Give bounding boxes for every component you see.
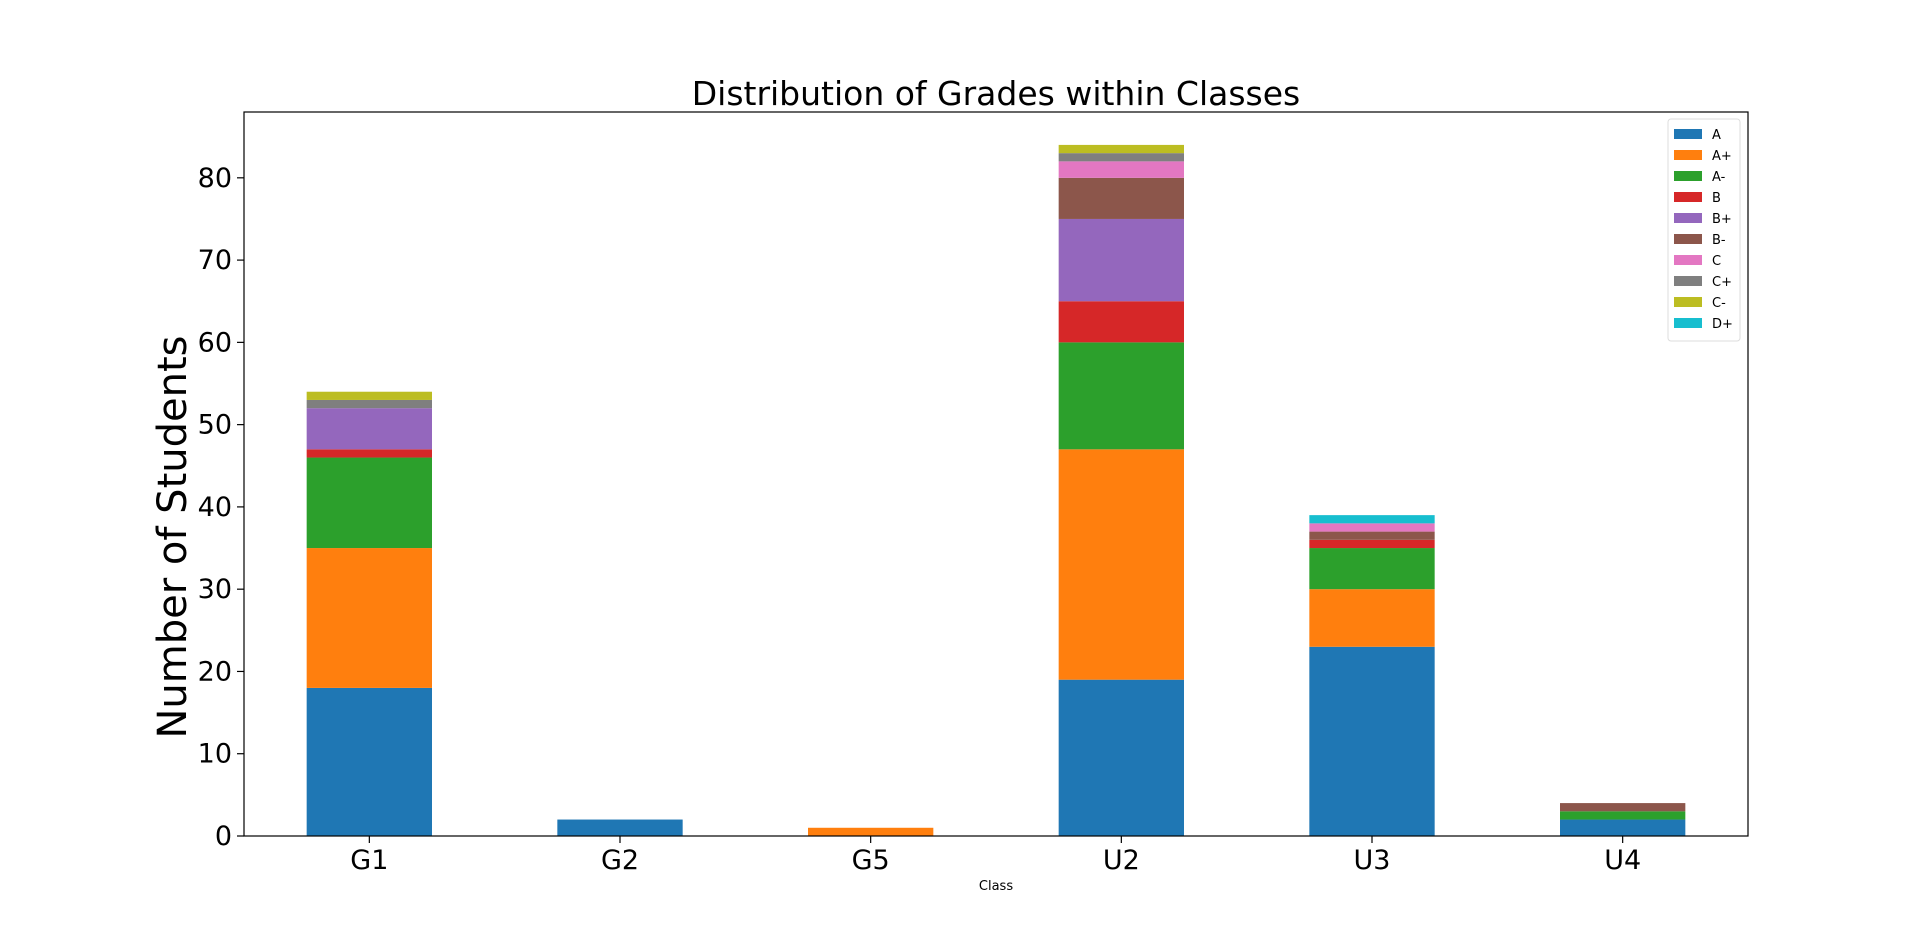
bar-segment-u4-5 xyxy=(1560,803,1686,812)
y-tick-label: 70 xyxy=(198,245,232,276)
legend-label-8: C- xyxy=(1712,296,1726,311)
legend: A A+ A- B B+ B- C C+ C- D+ xyxy=(1667,118,1741,342)
bar-segment-u2-4 xyxy=(1058,218,1184,302)
bar-segment-g1-8 xyxy=(306,391,432,400)
x-tick-label-g5: G5 xyxy=(852,845,890,876)
y-axis-ticks: 0 10 20 30 40 50 60 70 80 xyxy=(198,163,244,852)
legend-label-7: C+ xyxy=(1712,275,1732,290)
bar-segment-u3-6 xyxy=(1309,523,1435,532)
bar-segment-u3-0 xyxy=(1309,646,1435,836)
bar-segment-u2-7 xyxy=(1058,153,1184,162)
y-tick-label: 0 xyxy=(215,821,232,852)
bar-segment-g1-7 xyxy=(306,399,432,409)
bar-segment-u2-1 xyxy=(1058,449,1184,680)
legend-swatch-5 xyxy=(1674,234,1702,244)
bar-segment-u2-0 xyxy=(1058,679,1184,836)
chart-title: Distribution of Grades within Classes xyxy=(692,74,1301,113)
x-tick-label-u4: U4 xyxy=(1604,845,1641,876)
bar-segment-g5-1 xyxy=(808,827,934,836)
y-tick-label: 20 xyxy=(198,656,232,687)
y-tick-label: 10 xyxy=(198,739,232,770)
legend-swatch-7 xyxy=(1674,276,1702,286)
bar-segment-u3-2 xyxy=(1309,548,1435,590)
bar-segment-u2-3 xyxy=(1058,301,1184,343)
legend-swatch-6 xyxy=(1674,255,1702,265)
bar-segment-u3-5 xyxy=(1309,531,1435,540)
bar-segment-g1-2 xyxy=(306,457,432,549)
plot-frame xyxy=(243,111,1749,837)
bar-segment-u3-1 xyxy=(1309,589,1435,647)
bars-layer xyxy=(306,144,1686,836)
bar-segment-g1-0 xyxy=(306,687,432,836)
bar-segment-u2-6 xyxy=(1058,161,1184,178)
y-tick-label: 30 xyxy=(198,574,232,605)
legend-swatch-3 xyxy=(1674,192,1702,202)
legend-swatch-4 xyxy=(1674,213,1702,223)
bar-segment-g1-3 xyxy=(306,449,432,458)
bar-segment-u3-9 xyxy=(1309,515,1435,524)
legend-label-4: B+ xyxy=(1712,212,1732,227)
x-axis-ticks: G1 G2 G5 U2 U3 U4 xyxy=(350,836,1641,876)
bar-segment-g2-0 xyxy=(557,819,683,836)
bar-segment-u2-2 xyxy=(1058,342,1184,450)
legend-swatch-0 xyxy=(1674,129,1702,139)
bar-segment-g1-1 xyxy=(306,548,432,688)
legend-label-0: A xyxy=(1712,128,1721,143)
legend-label-6: C xyxy=(1712,254,1721,269)
legend-swatch-9 xyxy=(1674,318,1702,328)
legend-label-1: A+ xyxy=(1712,149,1732,164)
bar-segment-u4-0 xyxy=(1560,819,1686,836)
legend-swatch-8 xyxy=(1674,297,1702,307)
legend-label-5: B- xyxy=(1712,233,1726,248)
bar-segment-u2-8 xyxy=(1058,144,1184,154)
y-tick-label: 50 xyxy=(198,410,232,441)
legend-swatch-1 xyxy=(1674,150,1702,160)
y-tick-label: 60 xyxy=(198,327,232,358)
bar-segment-u4-2 xyxy=(1560,811,1686,820)
y-tick-label: 80 xyxy=(198,163,232,194)
legend-label-2: A- xyxy=(1712,170,1726,185)
x-tick-label-g2: G2 xyxy=(601,845,639,876)
legend-label-3: B xyxy=(1712,191,1721,206)
y-tick-label: 40 xyxy=(198,492,232,523)
bar-segment-g1-4 xyxy=(306,408,432,450)
y-axis-label: Number of Students xyxy=(150,336,196,739)
x-tick-label-g1: G1 xyxy=(350,845,388,876)
bar-segment-u2-5 xyxy=(1058,177,1184,219)
legend-label-9: D+ xyxy=(1712,317,1733,332)
legend-swatch-2 xyxy=(1674,171,1702,181)
x-axis-label: Class xyxy=(979,879,1013,894)
x-tick-label-u3: U3 xyxy=(1354,845,1391,876)
bar-segment-u3-3 xyxy=(1309,539,1435,549)
x-tick-label-u2: U2 xyxy=(1103,845,1140,876)
